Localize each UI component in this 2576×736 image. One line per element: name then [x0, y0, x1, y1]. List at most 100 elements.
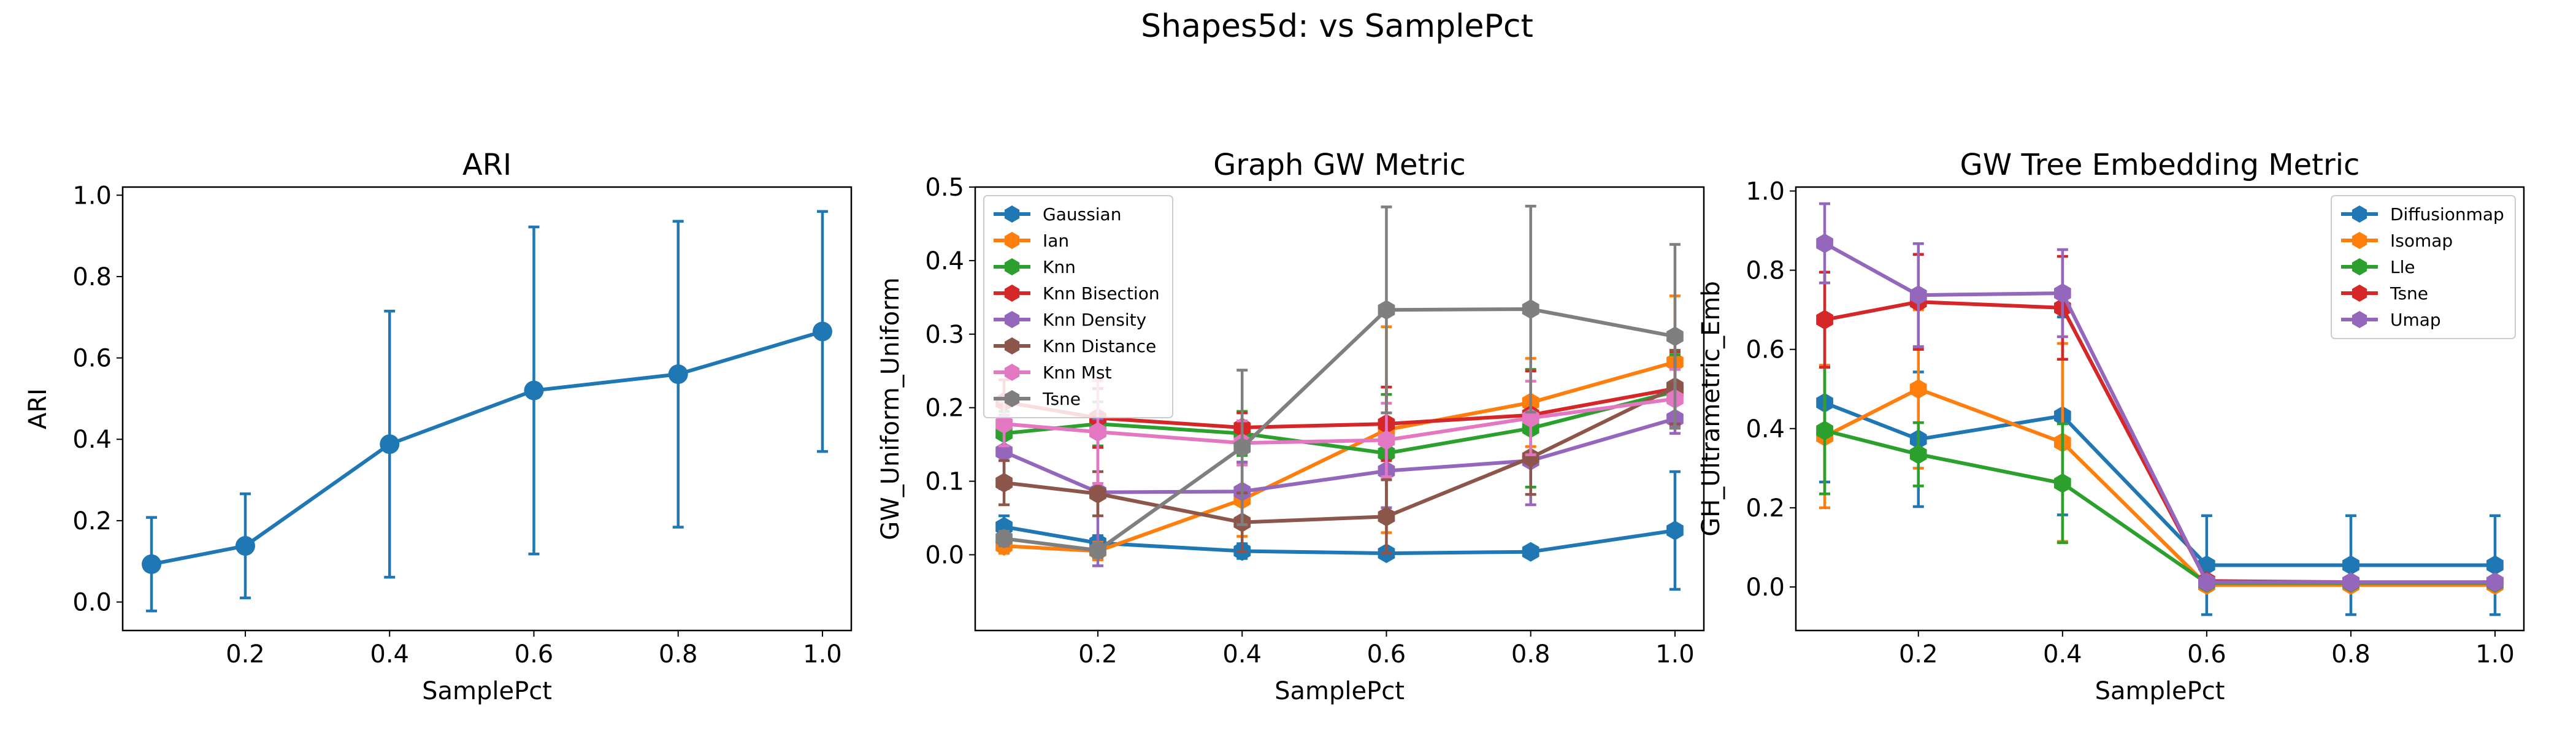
x-tick-label: 0.2	[1899, 640, 1938, 669]
legend-entry: Isomap	[2341, 231, 2453, 251]
chart-title: GW Tree Embedding Metric	[1960, 148, 2360, 182]
legend-marker	[1004, 205, 1020, 223]
y-tick-label: 0.2	[72, 507, 112, 535]
y-tick-label: 0.5	[925, 174, 964, 202]
legend-label: Diffusionmap	[2390, 204, 2504, 224]
data-point	[1909, 444, 1927, 464]
data-point	[1666, 326, 1684, 347]
legend-label: Knn Distance	[1043, 336, 1156, 356]
data-point	[2486, 555, 2504, 575]
chart-2: GW Tree Embedding Metric 0.2 0.4 0.6 0.8 1.0 0…	[1697, 148, 2525, 705]
axes-frame	[121, 186, 853, 632]
legend-entry: Umap	[2341, 310, 2441, 330]
x-tick-label: 0.2	[226, 640, 265, 669]
legend-marker	[2352, 205, 2367, 223]
chart-0: ARI 0.2 0.4 0.6 0.8 1.0 0.0 0.2 0.4 0.6 0.8 1.0 Samp…	[24, 148, 853, 705]
data-point	[1233, 437, 1251, 458]
y-axis-label: GW_Uniform_Uniform	[876, 277, 905, 540]
x-tick-label: 0.2	[1078, 640, 1117, 669]
data-point	[235, 536, 255, 556]
y-tick-label: 0.3	[925, 321, 964, 349]
x-axis-label: SamplePct	[1275, 677, 1405, 705]
legend-label: Gaussian	[1043, 204, 1121, 224]
y-tick-label: 0.6	[1746, 336, 1785, 364]
data-point	[1522, 542, 1539, 562]
y-tick-label: 0.8	[1746, 257, 1785, 285]
y-tick-label: 0.0	[72, 589, 112, 617]
legend-entry: Knn	[994, 257, 1076, 277]
legend-marker	[2352, 232, 2367, 249]
data-point	[1522, 448, 1539, 468]
data-point	[2054, 473, 2071, 493]
legend-label: Lle	[2390, 257, 2415, 277]
x-axis-label: SamplePct	[2095, 677, 2225, 705]
data-point	[1378, 430, 1395, 450]
legend-label: Knn Bisection	[1043, 283, 1160, 304]
axes-frame	[974, 186, 1705, 632]
y-axis-label: ARI	[24, 388, 52, 429]
data-point	[2342, 572, 2359, 592]
series-line	[1003, 397, 1676, 445]
y-tick-label: 0.0	[1746, 573, 1785, 602]
legend-entry: Knn Distance	[994, 336, 1156, 356]
series-line	[1823, 401, 2495, 567]
data-point	[524, 380, 544, 401]
charts-area: ARI 0.2 0.4 0.6 0.8 1.0 0.0 0.2 0.4 0.6 0.8 1.0 Samp…	[24, 148, 2525, 705]
data-point	[1666, 520, 1684, 540]
legend-label: Knn Density	[1043, 310, 1146, 330]
legend-marker	[1004, 337, 1020, 355]
data-point	[1816, 310, 1833, 330]
data-point	[380, 434, 400, 454]
legend-marker	[1004, 232, 1020, 249]
y-tick-label: 0.1	[925, 468, 964, 496]
legend: Gaussian Ian Knn Knn Bisection Knn Density Kn…	[983, 195, 1173, 418]
x-tick-label: 0.6	[2187, 640, 2226, 669]
legend-entry: Diffusionmap	[2341, 204, 2504, 224]
axes-frame	[1795, 186, 2525, 632]
data-point	[1816, 233, 1833, 253]
data-point	[1378, 507, 1395, 527]
legend-entry: Tsne	[2341, 283, 2428, 304]
x-tick-label: 0.6	[515, 640, 554, 669]
legend-marker	[1004, 364, 1020, 381]
figure-suptitle: Shapes5d: vs SamplePct	[1141, 8, 1533, 45]
legend-entry: Knn Bisection	[994, 283, 1160, 304]
data-point	[1909, 379, 1927, 399]
data-point	[2486, 572, 2504, 592]
legend-label: Isomap	[2390, 231, 2453, 251]
y-tick-label: 1.0	[72, 182, 112, 210]
y-tick-label: 1.0	[1746, 177, 1785, 205]
legend-entry: Knn Density	[994, 310, 1146, 330]
legend-label: Tsne	[2390, 283, 2428, 304]
x-tick-label: 1.0	[803, 640, 842, 669]
legend-marker	[2352, 258, 2367, 275]
x-tick-label: 0.4	[2043, 640, 2082, 669]
y-tick-label: 0.8	[72, 263, 112, 291]
data-point	[995, 414, 1013, 434]
legend-marker	[1004, 258, 1020, 275]
series-line	[1003, 416, 1676, 494]
data-point	[1089, 540, 1106, 561]
legend-entry: Lle	[2341, 257, 2415, 277]
legend-label: Tsne	[1042, 389, 1081, 409]
legend-marker	[1004, 390, 1020, 407]
series-4	[1816, 202, 2504, 592]
legend-label: Umap	[2390, 310, 2441, 330]
x-tick-label: 0.8	[659, 640, 698, 669]
chart-1: Graph GW Metric 0.2 0.4 0.6 0.8 1.0 0.0 0.1 0.2 0…	[876, 148, 1705, 705]
y-tick-label: 0.2	[1746, 494, 1785, 523]
x-axis-label: SamplePct	[422, 677, 552, 705]
data-point	[142, 554, 162, 574]
series-line	[1003, 385, 1676, 524]
legend-frame	[2331, 195, 2516, 339]
data-point	[2054, 283, 2071, 303]
chart-title: ARI	[462, 148, 512, 182]
series-line	[1003, 524, 1676, 556]
data-point	[2342, 555, 2359, 575]
data-point	[1089, 422, 1106, 442]
x-tick-label: 0.4	[370, 640, 409, 669]
data-point	[812, 321, 832, 342]
legend: Diffusionmap Isomap Lle Tsne Umap	[2331, 195, 2516, 339]
y-tick-label: 0.0	[925, 542, 964, 570]
